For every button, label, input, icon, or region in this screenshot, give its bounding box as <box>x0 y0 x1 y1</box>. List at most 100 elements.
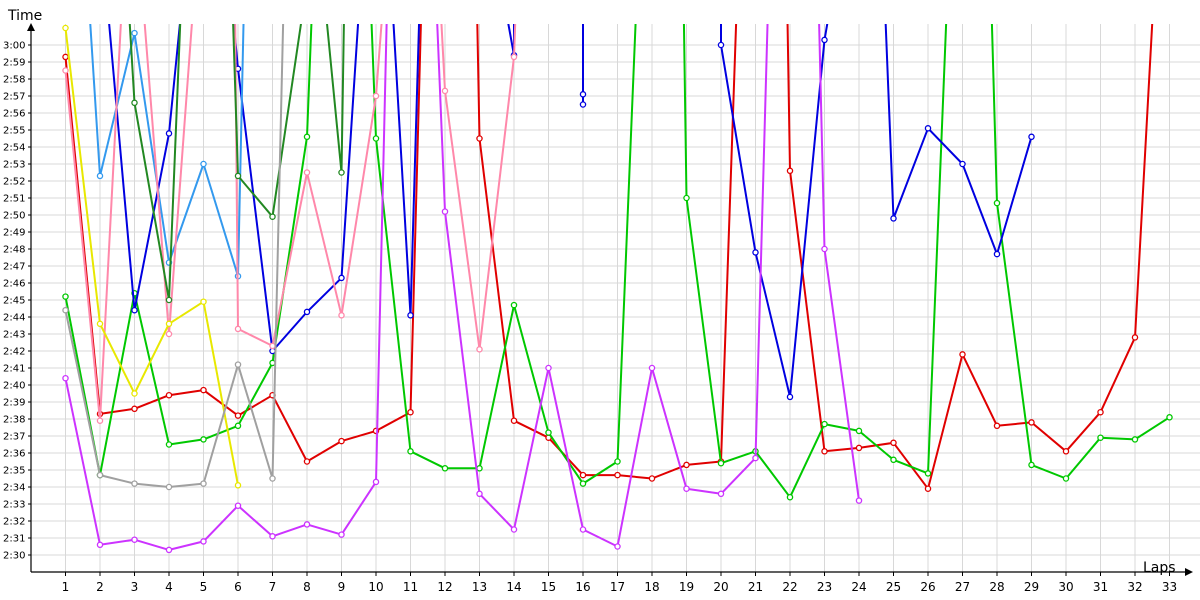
data-point <box>717 41 725 49</box>
data-point <box>62 67 69 74</box>
data-point <box>200 480 207 487</box>
data-point <box>510 53 518 61</box>
series-line <box>392 24 421 317</box>
x-tick-label: 31 <box>1093 580 1108 594</box>
series-lines <box>62 24 1173 554</box>
data-point <box>579 101 587 108</box>
data-point <box>614 458 621 465</box>
y-tick-label: 2:36 <box>3 449 25 460</box>
data-point <box>993 250 1001 258</box>
data-point <box>62 374 69 382</box>
x-tick-label: 22 <box>782 580 797 594</box>
data-point <box>131 306 138 314</box>
y-tick-label: 2:37 <box>3 432 25 443</box>
x-tick-label: 16 <box>575 580 590 594</box>
data-point <box>821 420 828 428</box>
y-tick-label: 2:47 <box>3 262 25 273</box>
data-point <box>303 133 311 141</box>
data-point <box>234 482 242 489</box>
data-point <box>165 130 173 137</box>
data-point <box>1097 408 1104 416</box>
data-point <box>62 53 69 61</box>
data-point <box>1131 436 1139 443</box>
y-tick-label: 2:56 <box>3 109 25 120</box>
data-point <box>338 169 345 176</box>
data-point <box>303 169 311 176</box>
y-tick-label: 2:32 <box>3 517 25 528</box>
y-axis-title: Time <box>7 8 42 24</box>
data-point <box>579 480 587 487</box>
y-tick-label: 2:50 <box>3 211 25 222</box>
y-tick-label: 2:45 <box>3 296 25 307</box>
x-tick-label: 6 <box>234 580 242 594</box>
data-point <box>200 298 207 305</box>
data-point <box>476 465 483 472</box>
series-line <box>507 24 515 57</box>
series-8 <box>62 24 242 489</box>
data-point <box>683 194 690 202</box>
data-point <box>131 480 138 487</box>
data-point <box>1028 419 1035 426</box>
grid <box>31 24 1200 572</box>
series-6 <box>62 24 518 424</box>
data-point <box>993 199 1001 207</box>
y-tick-label: 2:44 <box>3 313 25 324</box>
data-point <box>441 208 449 215</box>
data-point <box>131 29 138 37</box>
series-1 <box>62 24 1154 492</box>
data-point <box>165 391 173 399</box>
x-tick-label: 14 <box>506 580 521 594</box>
data-point <box>234 172 242 180</box>
x-tick-label: 15 <box>541 580 556 594</box>
x-tick-label: 28 <box>989 580 1004 594</box>
data-point <box>924 125 932 132</box>
y-tick-label: 2:49 <box>3 228 25 239</box>
data-point <box>752 249 759 256</box>
x-tick-label: 2 <box>96 580 104 594</box>
x-tick-label: 33 <box>1162 580 1177 594</box>
data-point <box>131 390 138 397</box>
data-point <box>407 448 414 455</box>
data-point <box>1166 414 1173 421</box>
y-tick-label: 3:00 <box>3 41 25 52</box>
data-point <box>890 215 897 222</box>
data-point <box>959 351 966 358</box>
y-tick-label: 2:35 <box>3 466 25 477</box>
data-point <box>1062 448 1070 455</box>
x-tick-label: 5 <box>200 580 208 594</box>
y-axis-arrow-icon <box>27 23 35 31</box>
y-tick-label: 2:48 <box>3 245 25 256</box>
x-tick-label: 4 <box>165 580 173 594</box>
x-axis-title: Laps <box>1143 560 1176 576</box>
x-tick-label: 7 <box>269 580 277 594</box>
data-point <box>200 436 207 443</box>
x-tick-label: 29 <box>1024 580 1039 594</box>
data-point <box>476 346 483 353</box>
series-line <box>64 27 239 486</box>
data-point <box>579 471 587 479</box>
data-point <box>1131 334 1139 341</box>
data-point <box>338 274 345 282</box>
data-point <box>372 478 380 486</box>
series-line <box>128 24 182 301</box>
data-point <box>855 497 863 504</box>
data-point <box>338 437 345 445</box>
data-point <box>269 347 276 355</box>
data-point <box>1028 133 1035 141</box>
series-line <box>682 24 948 499</box>
data-point <box>165 441 173 448</box>
data-point <box>200 538 207 545</box>
y-tick-label: 2:54 <box>3 143 25 154</box>
data-point <box>545 429 552 436</box>
x-tick-label: 23 <box>817 580 832 594</box>
y-tick-label: 2:30 <box>3 551 25 562</box>
data-point <box>786 167 794 175</box>
x-tick-label: 11 <box>403 580 418 594</box>
data-point <box>648 364 656 372</box>
data-point <box>545 364 552 372</box>
x-tick-label: 30 <box>1058 580 1073 594</box>
x-tick-label: 3 <box>131 580 139 594</box>
data-point <box>165 546 173 554</box>
data-point <box>786 393 794 401</box>
data-point <box>476 135 483 142</box>
